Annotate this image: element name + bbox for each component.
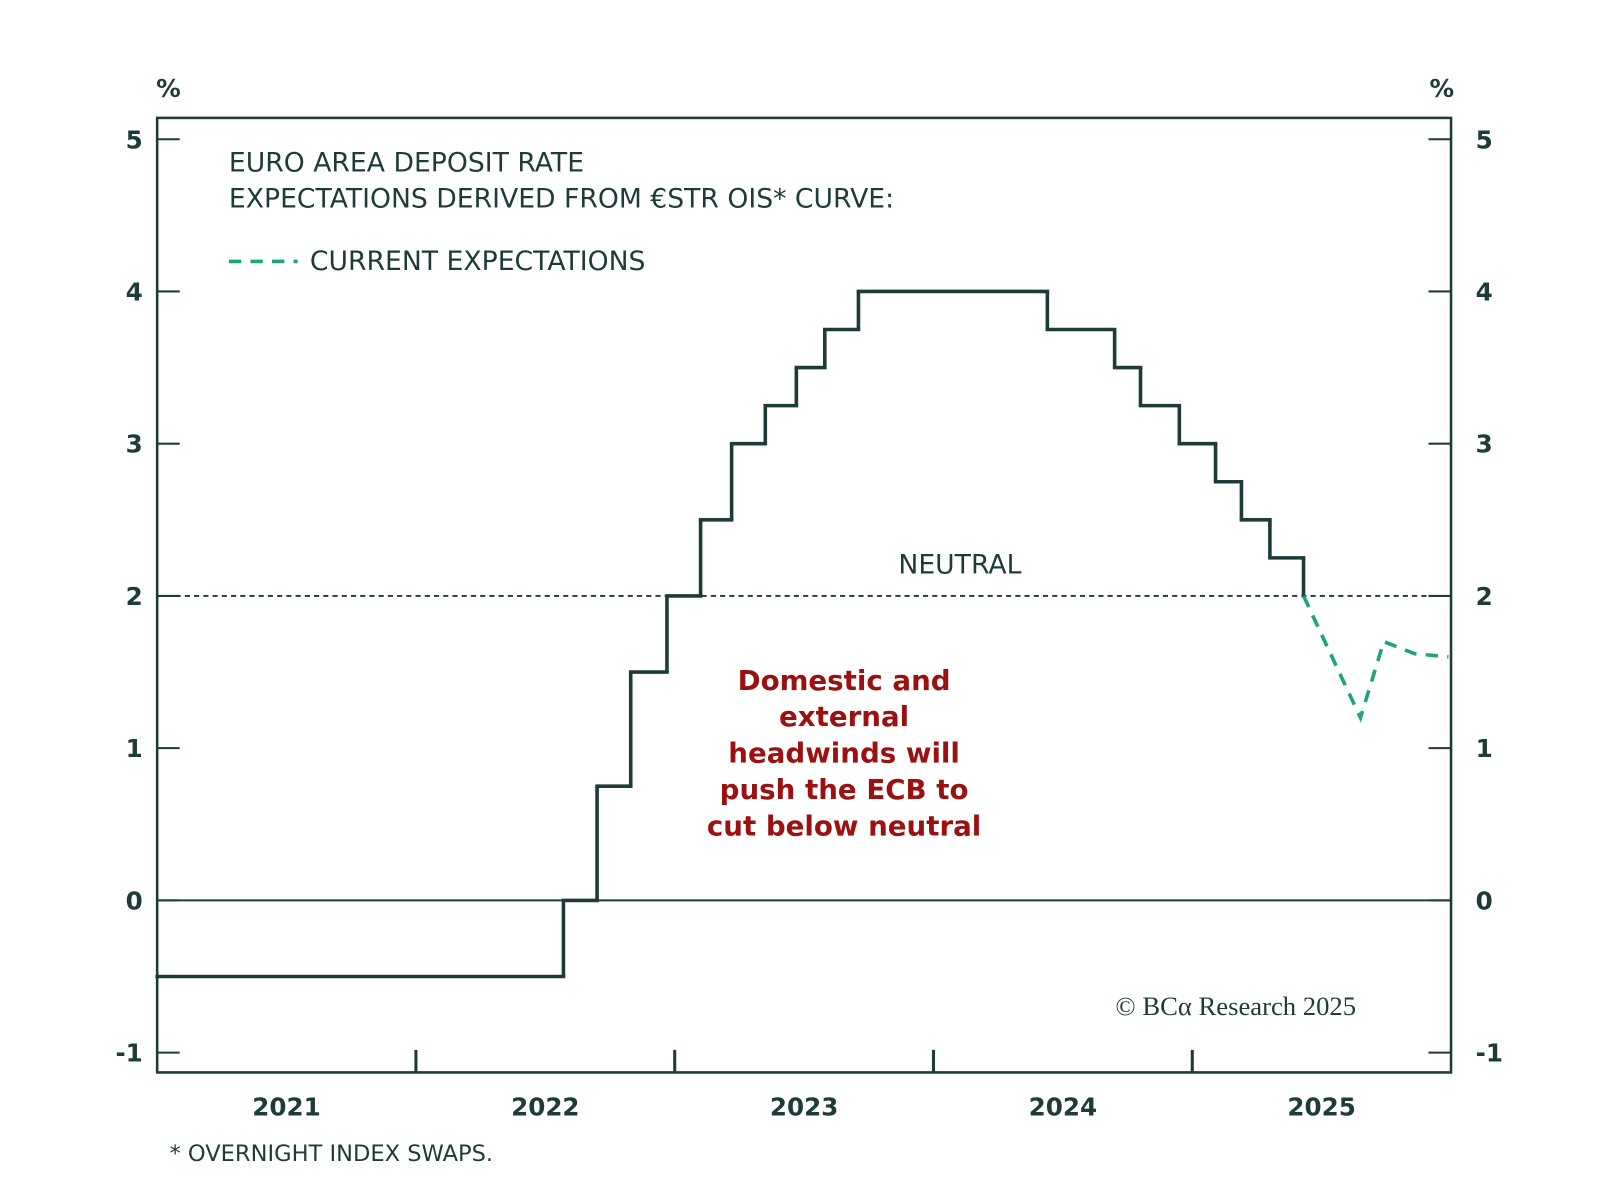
y2-tick-label: 2 (1476, 582, 1493, 611)
y-tick-label: -1 (115, 1039, 142, 1068)
y2-tick-label: 5 (1476, 125, 1493, 154)
x-tick-label: 2022 (511, 1092, 579, 1121)
y2-tick-label: 4 (1476, 278, 1493, 307)
x-tick-label: 2024 (1029, 1092, 1097, 1121)
chart-title: EXPECTATIONS DERIVED FROM €STR OIS* CURV… (229, 183, 894, 214)
annotation: external (779, 700, 909, 733)
y-unit: % (156, 74, 181, 103)
y-tick-label: 2 (126, 582, 143, 611)
footnote: * OVERNIGHT INDEX SWAPS. (169, 1141, 493, 1167)
expectations-line (1301, 595, 1449, 723)
x-tick-label: 2023 (770, 1092, 838, 1121)
y2-tick-label: 3 (1476, 430, 1493, 459)
y-tick-label: 4 (126, 278, 143, 307)
y-tick-label: 3 (126, 430, 143, 459)
legend-label: CURRENT EXPECTATIONS (310, 246, 646, 277)
y-tick-label: 1 (126, 734, 143, 763)
annotation: Domestic and (738, 664, 951, 697)
y-tick-label: 5 (126, 125, 143, 154)
y2-unit: % (1430, 74, 1455, 103)
neutral-label: NEUTRAL (898, 550, 1021, 581)
annotation: push the ECB to (720, 773, 969, 806)
source: © BCα Research 2025 (1115, 991, 1356, 1021)
x-tick-label: 2021 (252, 1092, 320, 1121)
y2-tick-label: 0 (1476, 886, 1493, 915)
y2-tick-label: -1 (1476, 1039, 1503, 1068)
chart-title: EURO AREA DEPOSIT RATE (229, 148, 584, 179)
x-tick-label: 2025 (1287, 1092, 1355, 1121)
annotation: cut below neutral (707, 809, 981, 842)
annotation: headwinds will (728, 737, 960, 770)
y2-tick-label: 1 (1476, 734, 1493, 763)
y-tick-label: 0 (126, 886, 143, 915)
